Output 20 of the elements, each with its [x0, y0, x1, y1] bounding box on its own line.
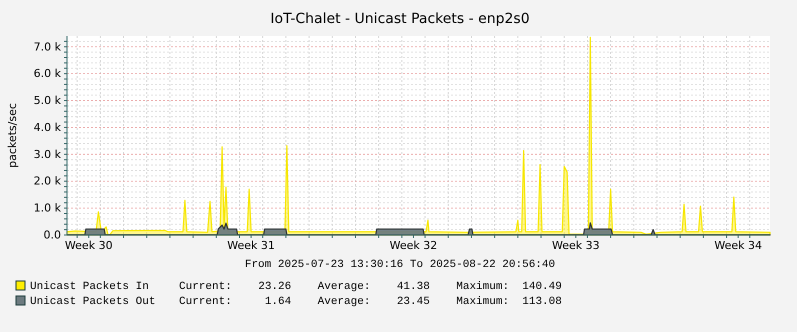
y-tick-label: 2.0 k — [34, 174, 62, 188]
y-tick-label: 4.0 k — [34, 120, 62, 134]
y-tick-label: 6.0 k — [34, 67, 62, 80]
legend-label: Unicast Packets Out — [30, 296, 156, 308]
text: Current: 23.26 Average: 41.38 Maximum: 140.49 — [179, 281, 562, 293]
y-tick-label: 0.0 — [44, 228, 61, 242]
x-tick-label: Week 33 — [552, 238, 600, 252]
x-tick-label: Week 31 — [227, 238, 275, 252]
y-tick-label: 3.0 k — [34, 148, 62, 161]
text: From 2025-07-23 13:30:16 To 2025-08-22 20:56:40 — [244, 259, 556, 271]
x-tick-label: Week 30 — [64, 238, 113, 252]
y-tick-label: 1.0 k — [34, 202, 62, 215]
x-tick-label: Week 32 — [390, 238, 438, 252]
y-tick-label: 5.0 k — [34, 94, 62, 108]
chart-title: IoT-Chalet - Unicast Packets - enp2s0 — [270, 11, 530, 27]
text: Current: 1.64 Average: 23.45 Maximum: 113.08 — [179, 296, 562, 308]
x-tick-label: Week 34 — [714, 238, 762, 252]
y-axis-title: packets/sec — [6, 103, 19, 168]
y-tick-label: 7.0 k — [34, 40, 62, 54]
legend-label: Unicast Packets In — [30, 281, 149, 293]
